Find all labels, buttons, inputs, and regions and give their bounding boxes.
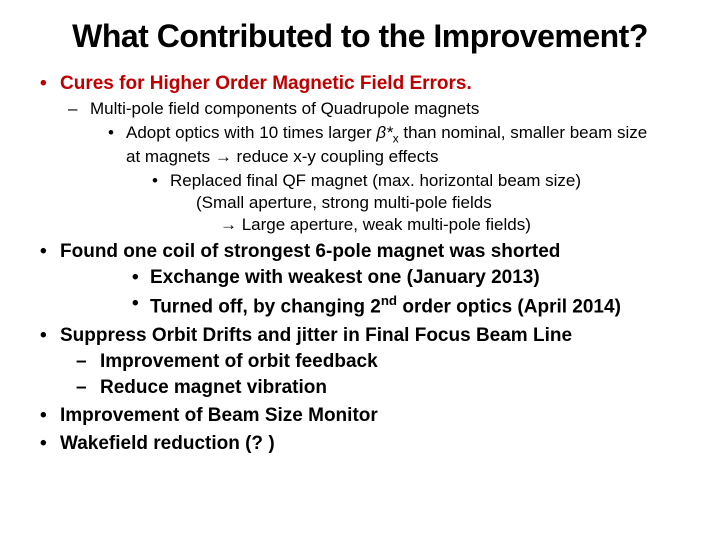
sub-reduce-vibration: Reduce magnet vibration [100, 377, 690, 399]
sub-turned-off: Turned off, by changing 2nd order optics… [150, 293, 690, 318]
adopt-part1: Adopt optics with 10 times larger [126, 123, 376, 142]
turned-off-b: order optics (April 2014) [397, 297, 621, 318]
slide-title: What Contributed to the Improvement? [30, 18, 690, 55]
adopt-part2: than nominal, smaller beam size [399, 123, 648, 142]
sub-exchange: Exchange with weakest one (January 2013) [150, 267, 690, 289]
bullet-beam-monitor: Improvement of Beam Size Monitor [60, 405, 690, 427]
sub-replaced-qf: Replaced final QF magnet (max. horizonta… [170, 171, 690, 191]
sub-adopt-cont: at magnets → reduce x-y coupling effects [126, 147, 690, 167]
bullet-coil-shorted: Found one coil of strongest 6-pole magne… [60, 241, 690, 263]
sub-adopt-optics: Adopt optics with 10 times larger β*x th… [126, 123, 690, 145]
bullet-cures: Cures for Higher Order Magnetic Field Er… [60, 73, 690, 95]
sub-multipole: Multi-pole field components of Quadrupol… [90, 99, 690, 119]
sub-large-aperture: → Large aperture, weak multi-pole fields… [220, 215, 690, 235]
sub-small-aperture: (Small aperture, strong multi-pole field… [196, 193, 690, 213]
turned-off-a: Turned off, by changing 2 [150, 297, 381, 318]
bullet-suppress-orbit: Suppress Orbit Drifts and jitter in Fina… [60, 325, 690, 347]
beta-symbol: β* [376, 123, 392, 142]
turned-off-sup: nd [381, 293, 397, 308]
bullet-wakefield: Wakefield reduction (? ) [60, 433, 690, 455]
sub-orbit-feedback: Improvement of orbit feedback [100, 351, 690, 373]
